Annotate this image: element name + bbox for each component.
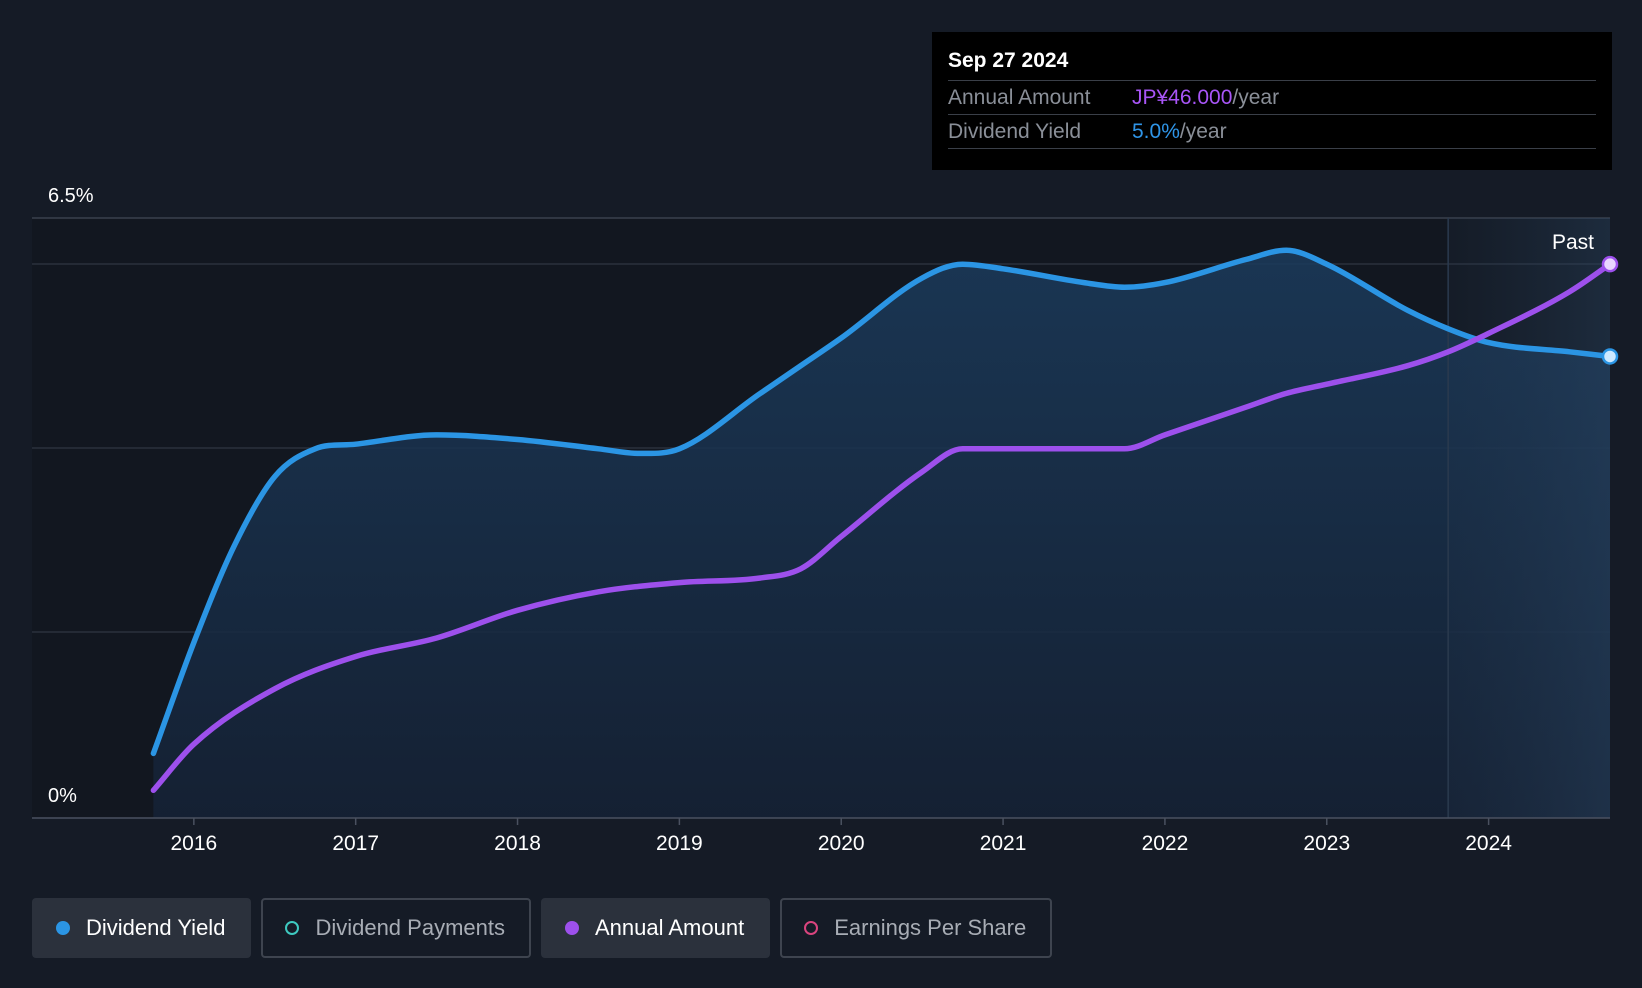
legend-item-annual-amount[interactable]: Annual Amount	[540, 898, 771, 958]
tooltip-row-dividend-yield: Dividend Yield 5.0% /year	[948, 115, 1596, 149]
past-label: Past	[1552, 231, 1594, 254]
legend-item-earnings-per-share[interactable]: Earnings Per Share	[780, 898, 1053, 958]
tooltip-row-annual-amount: Annual Amount JP¥46.000 /year	[948, 81, 1596, 115]
x-tick-label: 2020	[818, 832, 865, 855]
annual-amount-dot-icon	[564, 921, 579, 935]
x-tick-label: 2022	[1142, 832, 1189, 855]
y-tick-label-top: 6.5%	[48, 185, 94, 207]
past-region	[1448, 218, 1610, 818]
tooltip-label: Dividend Yield	[948, 120, 1082, 143]
tooltip-date: Sep 27 2024	[948, 46, 1596, 81]
y-tick-label-bottom: 0%	[48, 785, 77, 807]
legend-label: Dividend Yield	[86, 915, 226, 940]
legend-item-dividend-payments[interactable]: Dividend Payments	[261, 898, 531, 958]
tooltip-suffix: /year	[1232, 86, 1280, 109]
tooltip-label: Annual Amount	[948, 86, 1091, 109]
legend-item-dividend-yield[interactable]: Dividend Yield	[32, 898, 252, 958]
y-ticks: 6.5% 0%	[48, 185, 94, 807]
yield-area	[153, 250, 1610, 819]
legend: Dividend Yield Dividend Payments Annual …	[32, 898, 1053, 958]
tooltip-value: 5.0%	[1132, 120, 1180, 143]
dividend-yield-dot-icon	[56, 921, 70, 935]
x-tick-label: 2018	[494, 832, 541, 855]
legend-label: Annual Amount	[594, 915, 745, 940]
x-tick-label: 2021	[980, 832, 1027, 855]
x-tick-label: 2019	[656, 832, 703, 855]
x-tick-label: 2023	[1303, 832, 1350, 855]
x-tick-label: 2016	[170, 832, 217, 855]
dividend-payments-ring-icon	[285, 921, 300, 935]
series-line-dividend-yield	[150, 247, 1613, 757]
x-tick-label: 2017	[332, 832, 379, 855]
end-point-dividend-yield[interactable]	[1601, 348, 1619, 365]
earnings-per-share-ring-icon	[804, 921, 819, 935]
x-ticks: 2016 2017 2018 2019 2020 2021 2022 2023 2024	[170, 818, 1512, 855]
legend-label: Earnings Per Share	[834, 915, 1027, 940]
tooltip-value: JP¥46.000	[1132, 86, 1233, 109]
series-line-annual-amount	[150, 261, 1613, 794]
legend-label: Dividend Payments	[315, 915, 505, 940]
tooltip: Sep 27 2024 Annual Amount JP¥46.000 /yea…	[932, 32, 1612, 170]
x-tick-label: 2024	[1465, 832, 1512, 855]
end-point-annual-amount[interactable]	[1601, 255, 1619, 273]
tooltip-suffix: /year	[1179, 120, 1227, 143]
